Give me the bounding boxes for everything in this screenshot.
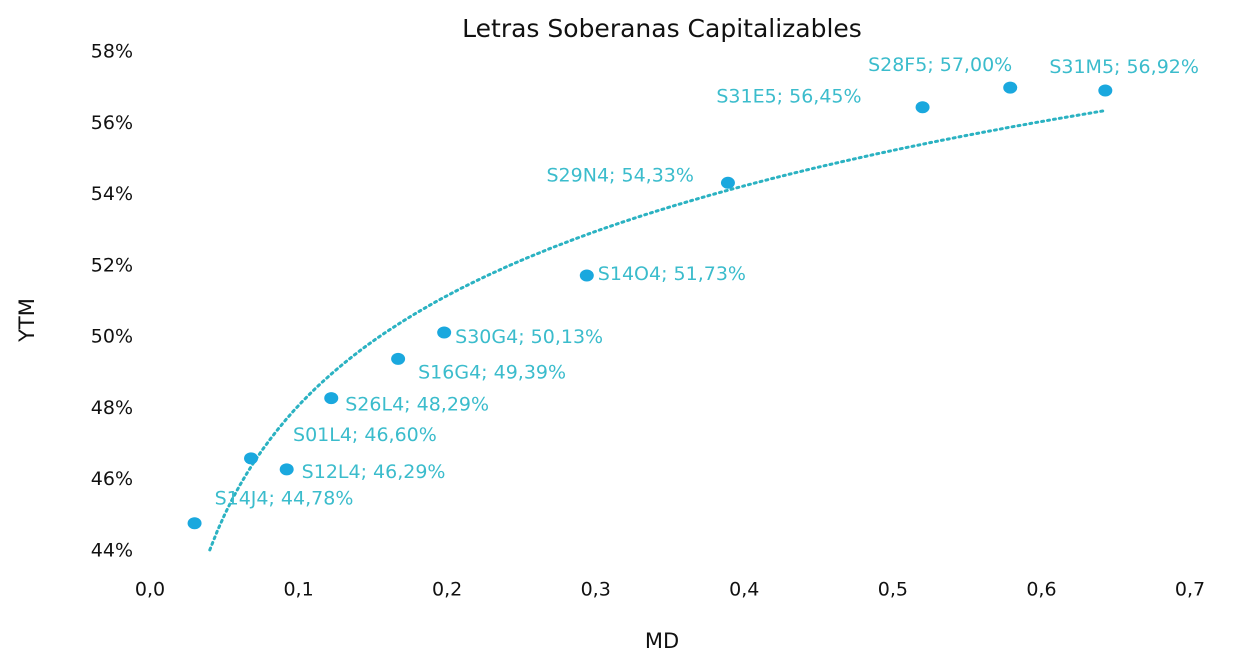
x-tick-label: 0,7 (1175, 579, 1205, 601)
y-tick-label: 46% (91, 468, 133, 490)
point-label: S28F5; 57,00% (868, 54, 1012, 76)
point (1003, 81, 1018, 94)
x-tick-label: 0,3 (581, 579, 611, 601)
y-tick-label: 56% (91, 112, 133, 134)
point (720, 176, 735, 189)
point-label: S26L4; 48,29% (345, 394, 489, 416)
chart-title: Letras Soberanas Capitalizables (462, 14, 862, 43)
point (915, 101, 930, 114)
point-label: S12L4; 46,29% (302, 461, 446, 483)
y-tick-label: 48% (91, 397, 133, 419)
x-tick-label: 0,0 (135, 579, 165, 601)
point (391, 352, 406, 365)
point (1098, 84, 1113, 97)
x-tick-label: 0,4 (729, 579, 759, 601)
point-label: S16G4; 49,39% (418, 361, 566, 383)
y-tick-label: 44% (91, 540, 133, 562)
point (279, 463, 294, 476)
point (437, 326, 452, 339)
x-tick-label: 0,5 (878, 579, 908, 601)
point (244, 452, 259, 465)
y-tick-label: 52% (91, 254, 133, 276)
y-tick-label: 50% (91, 326, 133, 348)
point (324, 392, 339, 405)
point-label: S31M5; 56,92% (1049, 56, 1199, 78)
trendline (208, 109, 1107, 552)
point-label: S01L4; 46,60% (293, 424, 437, 446)
x-axis-label: MD (645, 629, 679, 653)
point-label: S29N4; 54,33% (547, 164, 694, 186)
y-tick-label: 58% (91, 41, 133, 63)
point-label: S14O4; 51,73% (598, 263, 746, 285)
point (187, 517, 202, 530)
x-tick-label: 0,1 (283, 579, 313, 601)
x-tick-label: 0,6 (1026, 579, 1056, 601)
point-label: S30G4; 50,13% (455, 326, 603, 348)
point-label: S14J4; 44,78% (215, 488, 354, 510)
point-label: S31E5; 56,45% (716, 86, 861, 108)
point (579, 269, 594, 282)
y-tick-label: 54% (91, 183, 133, 205)
x-tick-label: 0,2 (432, 579, 462, 601)
y-axis-label: YTM (15, 298, 39, 343)
